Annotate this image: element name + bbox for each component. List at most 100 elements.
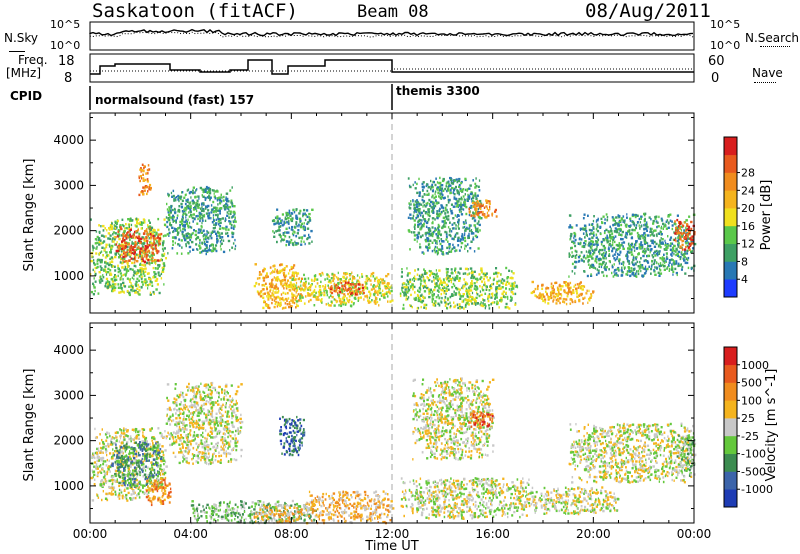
power-echo-cell (670, 236, 673, 239)
power-echo-cell (401, 289, 403, 292)
cpid-panel: normalsound (fast) 157 themis 3300 (89, 84, 480, 110)
power-echo-cell (289, 214, 292, 217)
power-echo-cell (485, 304, 487, 308)
power-echo-cell (577, 260, 580, 263)
power-echo-cell (605, 262, 607, 265)
power-echo-cell (580, 292, 583, 296)
power-echo-cell (105, 235, 107, 238)
power-echo-cell (422, 224, 425, 228)
power-echo-cell (418, 232, 421, 235)
power-echo-cell (232, 215, 234, 218)
power-echo-cell (673, 231, 675, 234)
power-echo-cell (623, 267, 626, 270)
power-echo-cell (436, 242, 438, 245)
power-echo-cell (620, 223, 623, 227)
power-echo-cell (445, 217, 448, 220)
power-echo-cell (94, 280, 97, 283)
power-echo-cell (279, 280, 282, 283)
power-echo-cell (644, 240, 647, 244)
power-echo-cell (189, 250, 191, 253)
power-echo-cell (306, 222, 309, 225)
power-echo-cell (168, 213, 171, 216)
power-echo-cell (163, 218, 166, 221)
power-echo-cell (289, 241, 292, 244)
power-echo-cell (229, 210, 232, 213)
power-echo-cell (112, 233, 114, 236)
power-echo-cell (481, 269, 483, 272)
power-echo-cell (472, 298, 476, 301)
power-echo-cell (614, 258, 617, 262)
power-echo-cell (661, 219, 664, 222)
power-echo-cell (304, 218, 307, 222)
power-echo-cell (406, 267, 408, 270)
power-echo-cell (303, 222, 305, 225)
power-echo-cell (93, 286, 96, 289)
power-echo-cell (347, 288, 350, 292)
power-echo-cell (275, 296, 277, 300)
power-echo-cell (410, 304, 412, 308)
power-echo-cell (601, 221, 603, 224)
power-echo-cell (644, 250, 647, 253)
power-echo-cell (682, 231, 685, 235)
power-echo-cell (465, 267, 468, 271)
power-echo-cell (477, 185, 480, 188)
power-echo-cell (587, 260, 590, 263)
power-echo-cell (151, 259, 154, 263)
power-echo-cell (456, 191, 459, 195)
power-echo-cell (258, 271, 261, 274)
power-echo-cell (651, 239, 654, 242)
power-echo-cell (258, 276, 261, 280)
power-echo-cell (314, 294, 316, 297)
power-echo-cell (677, 254, 679, 257)
power-echo-cell (415, 277, 417, 281)
power-echo-cell (189, 190, 192, 194)
power-echo-cell (369, 294, 372, 297)
power-echo-cell (147, 287, 149, 290)
power-echo-cell (662, 222, 665, 226)
power-echo-cell (376, 284, 379, 288)
power-echo-cell (219, 218, 222, 221)
power-echo-cell (634, 214, 638, 217)
power-echo-cell (399, 294, 402, 298)
power-echo-cell (437, 232, 440, 235)
power-echo-cell (272, 265, 275, 268)
power-echo-cell (413, 203, 415, 206)
power-echo-cell (576, 292, 579, 295)
power-echo-cell (660, 230, 662, 234)
power-echo-cell (431, 298, 434, 301)
power-echo-cell (291, 274, 293, 277)
power-echo-cell (680, 238, 682, 241)
power-echo-cell (628, 269, 631, 272)
power-echo-cell (620, 237, 622, 241)
power-echo-cell (431, 217, 435, 220)
power-echo-cell (456, 214, 459, 217)
power-echo-cell (569, 238, 571, 241)
power-echo-cell (333, 298, 336, 301)
power-echo-cell (299, 293, 302, 296)
power-echo-cell (262, 276, 265, 280)
power-y-tick-label: 1000 (53, 269, 84, 283)
power-echo-cell (643, 252, 646, 255)
power-echo-cell (684, 272, 687, 275)
power-echo-cell (574, 244, 577, 248)
power-echo-cell (414, 181, 416, 184)
power-echo-cell (437, 279, 439, 283)
power-echo-cell (282, 268, 284, 271)
power-echo-cell (213, 189, 215, 192)
power-echo-cell (643, 219, 646, 223)
power-echo-cell (304, 242, 306, 246)
power-echo-cell (323, 293, 326, 297)
power-echo-cell (143, 165, 146, 168)
power-echo-cell (116, 241, 118, 244)
power-echo-cell (233, 224, 236, 227)
power-echo-cell (138, 285, 140, 289)
power-echo-cell (210, 211, 213, 214)
power-echo-cell (333, 282, 336, 286)
power-echo-cell (574, 238, 577, 242)
power-echo-cell (267, 306, 270, 309)
power-echo-cell (437, 237, 440, 240)
power-echo-cell (471, 274, 474, 277)
power-echo-cell (687, 266, 690, 270)
power-echo-cell (617, 214, 620, 217)
power-echo-cell (437, 201, 440, 204)
